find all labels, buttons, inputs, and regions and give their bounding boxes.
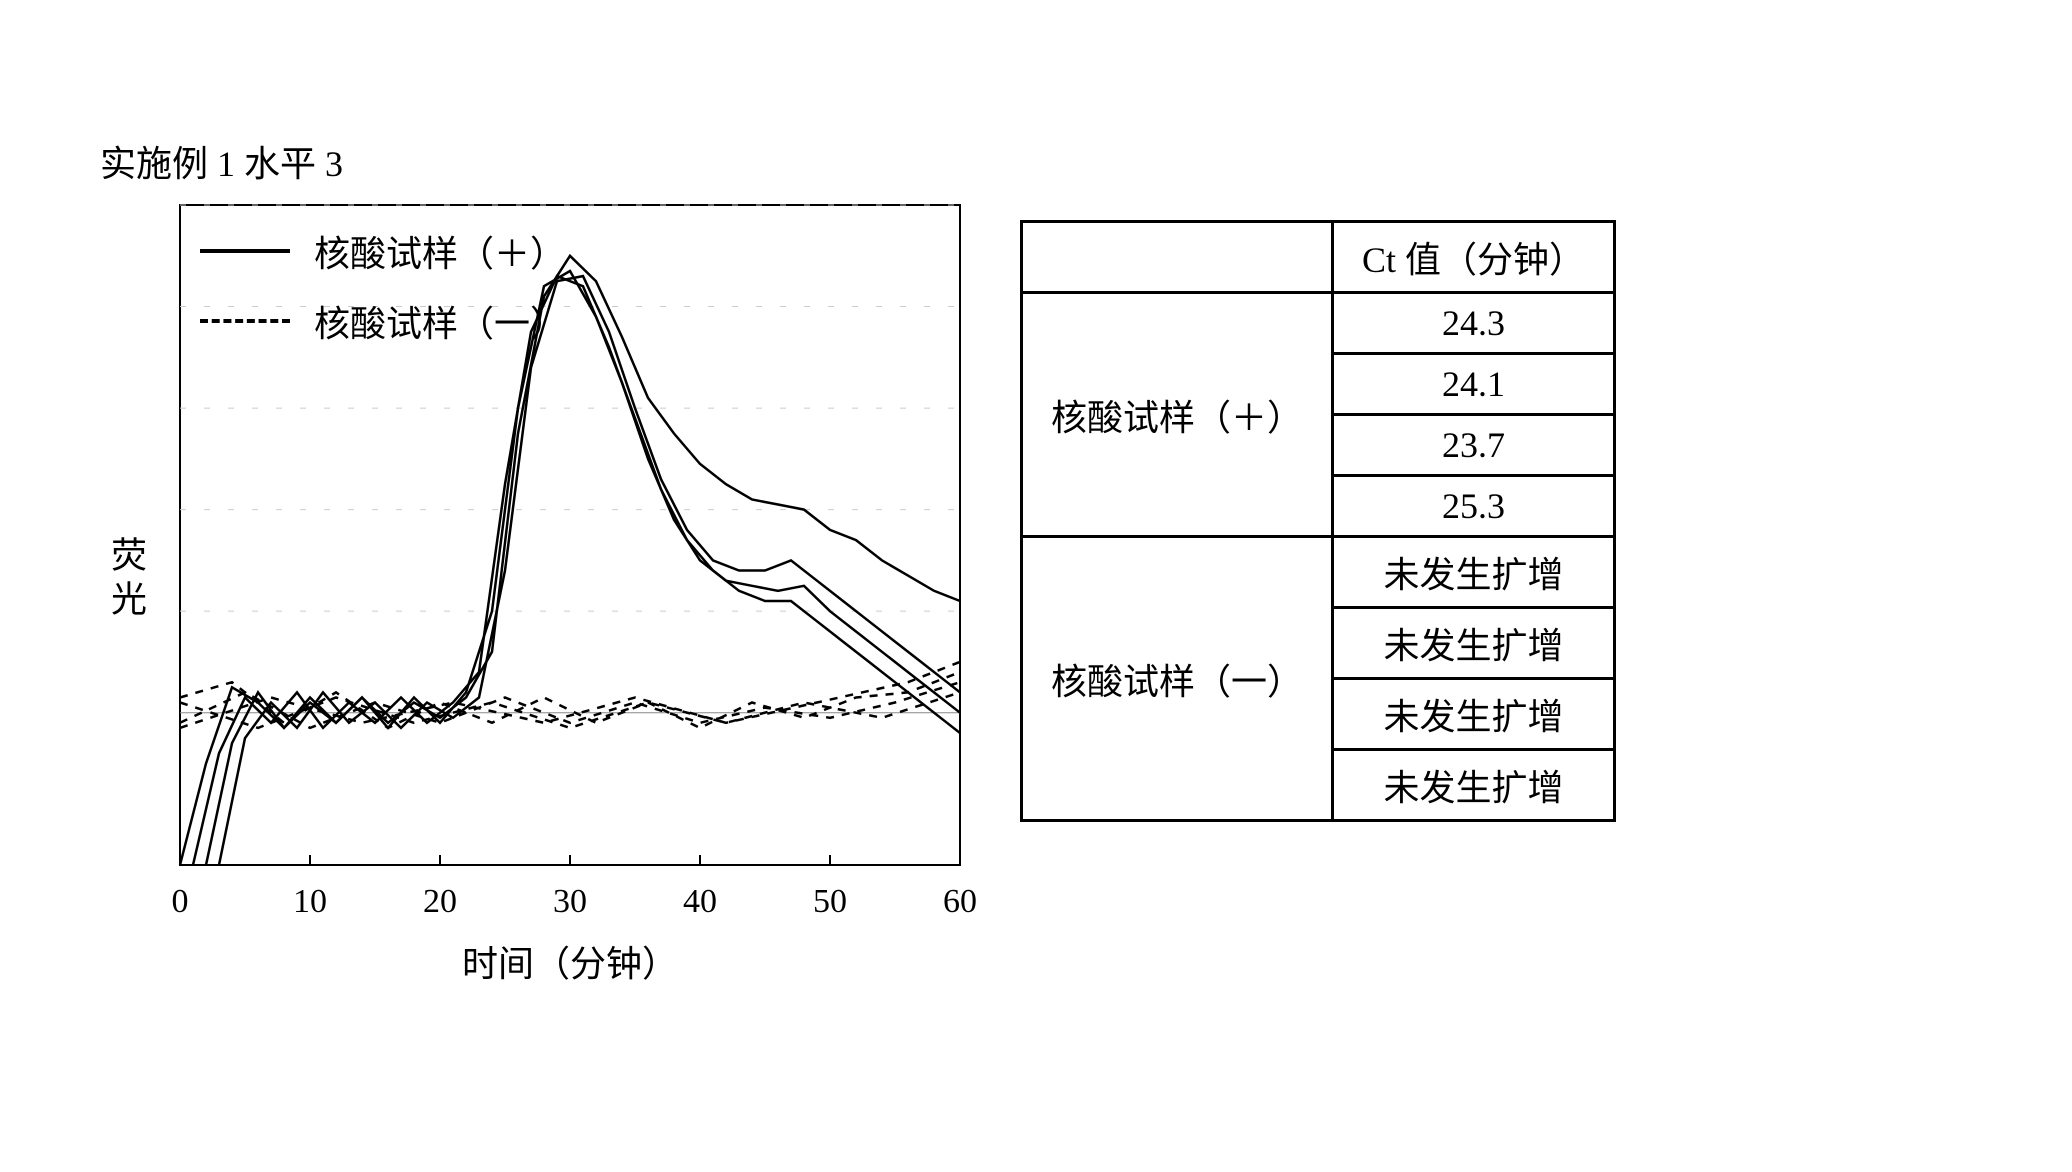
legend-item-negative: 核酸试样（一） [200, 295, 566, 347]
legend-label: 核酸试样（一） [314, 295, 566, 347]
ct-value-cell: 未发生扩增 [1333, 608, 1615, 679]
ct-value-cell: 未发生扩增 [1333, 537, 1615, 608]
legend-item-positive: 核酸试样（＋） [200, 225, 566, 277]
ct-value-cell: 23.7 [1333, 415, 1615, 476]
x-tick-label: 50 [813, 883, 847, 921]
ct-value-cell: 24.3 [1333, 293, 1615, 354]
legend-line-solid-icon [200, 249, 290, 253]
y-axis-label: 荧光 [100, 536, 152, 624]
header-ct: Ct 值（分钟） [1333, 222, 1615, 293]
x-tick-label: 40 [683, 883, 717, 921]
legend-label: 核酸试样（＋） [314, 225, 566, 277]
legend-line-dashed-icon [200, 319, 290, 323]
table-row: 核酸试样（＋）24.3 [1022, 293, 1615, 354]
ct-value-cell: 未发生扩增 [1333, 679, 1615, 750]
ct-value-cell: 25.3 [1333, 476, 1615, 537]
chart-container: 荧光 核酸试样（＋） 核酸试样（一） 0102030405060 时间（分钟） [80, 195, 980, 965]
x-tick-label: 30 [553, 883, 587, 921]
table-row: 核酸试样（一）未发生扩增 [1022, 537, 1615, 608]
row-group-label: 核酸试样（一） [1022, 537, 1333, 821]
table-header-row: Ct 值（分钟） [1022, 222, 1615, 293]
row-group-label: 核酸试样（＋） [1022, 293, 1333, 537]
header-blank [1022, 222, 1333, 293]
x-axis-label: 时间（分钟） [170, 935, 970, 987]
x-tick-label: 60 [943, 883, 977, 921]
x-axis-ticks: 0102030405060 [170, 883, 970, 923]
ct-value-cell: 未发生扩增 [1333, 750, 1615, 821]
ct-values-table: Ct 值（分钟） 核酸试样（＋）24.324.123.725.3核酸试样（一）未… [1020, 220, 1616, 822]
ct-value-cell: 24.1 [1333, 354, 1615, 415]
figure-title: 实施例 1 水平 3 [100, 135, 343, 187]
x-tick-label: 20 [423, 883, 457, 921]
x-tick-label: 0 [172, 883, 189, 921]
x-tick-label: 10 [293, 883, 327, 921]
